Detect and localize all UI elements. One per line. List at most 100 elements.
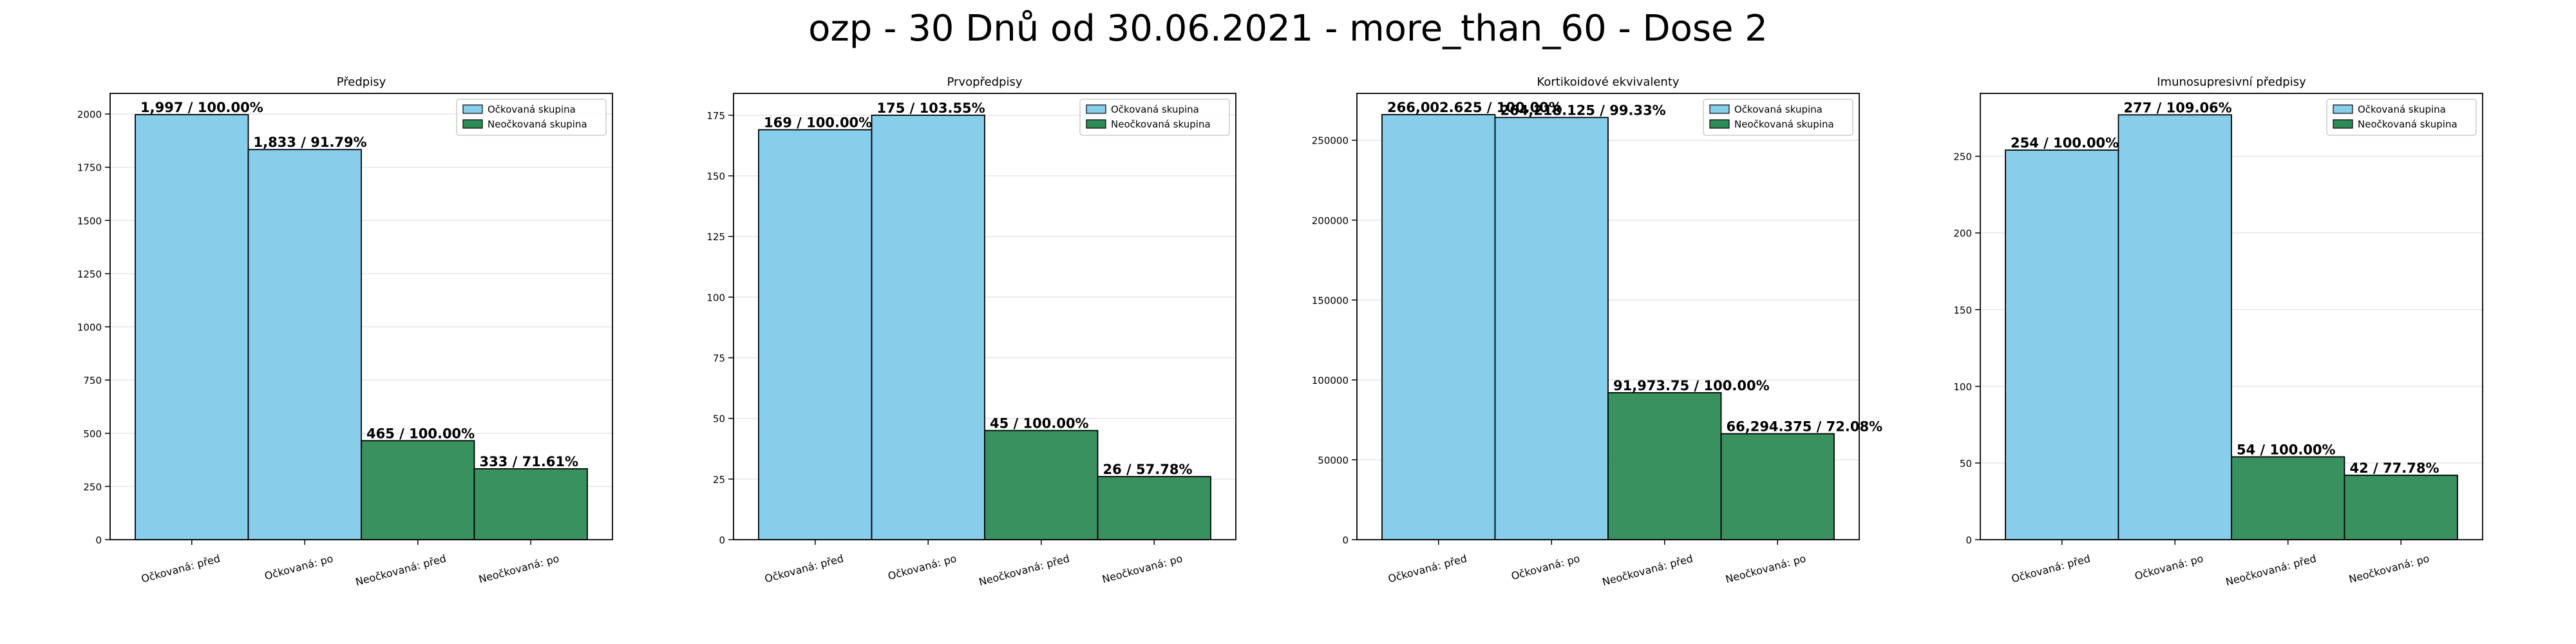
chart-1: 1,997 / 100.00% 1,833 / 91.79% 465 / 100.0…: [77, 75, 613, 589]
legend-label-unvaccinated: Neočkovaná skupina: [1111, 118, 1211, 130]
chart-title: Prvopředpisy: [947, 75, 1023, 89]
y-tick-label: 0: [1965, 535, 1972, 546]
bar: [1607, 392, 1722, 540]
legend-swatch-vaccinated: [1709, 104, 1730, 114]
y-tick-label: 750: [83, 375, 102, 386]
y-tick-label: 1750: [77, 162, 102, 174]
y-tick-label: 150000: [1312, 295, 1349, 307]
chart-4: 254 / 100.00% 277 / 109.06% 54 / 100.00% 42…: [1953, 75, 2483, 588]
x-tick-label: Neočkovaná: po: [1724, 553, 1807, 586]
bar-value-label: 264,218.125 / 99.33%: [1501, 102, 1666, 118]
bar: [2344, 475, 2458, 540]
y-tick-label: 100: [706, 292, 725, 303]
y-tick-label: 200000: [1312, 215, 1349, 227]
bar: [1097, 476, 1211, 540]
y-tick-label: 150: [706, 171, 725, 182]
bar-value-label: 45 / 100.00%: [990, 416, 1089, 431]
x-tick-label: Neočkovaná: před: [978, 553, 1071, 589]
legend-box: [456, 99, 607, 136]
y-tick-label: 2000: [77, 109, 102, 120]
axes-frame: [733, 93, 1236, 540]
legend-label-vaccinated: Očkovaná skupina: [1734, 104, 1823, 115]
bar-value-label: 1,997 / 100.00%: [140, 100, 263, 115]
y-tick-label: 200: [1953, 228, 1972, 240]
bar-value-label: 66,294.375 / 72.08%: [1727, 419, 1883, 435]
bar-value-label: 266,002.625 / 100.00%: [1387, 100, 1562, 115]
bar: [1381, 114, 1496, 540]
legend-label-unvaccinated: Neočkovaná skupina: [1734, 118, 1834, 130]
legend-box: [1079, 99, 1230, 136]
figure-title: ozp - 30 Dnů od 30.06.2021 - more_than_6…: [808, 8, 1768, 50]
y-tick-label: 250: [1953, 151, 1972, 163]
y-tick-label: 1000: [77, 322, 102, 334]
bar: [871, 114, 985, 540]
chart-2: 169 / 100.00% 175 / 103.55% 45 / 100.00% 26…: [706, 75, 1236, 588]
legend-swatch-vaccinated: [462, 104, 483, 114]
bar: [984, 430, 1099, 540]
y-tick-label: 100000: [1312, 375, 1349, 386]
legend-box: [1703, 99, 1853, 136]
bar: [2231, 456, 2345, 540]
bar: [361, 440, 475, 540]
bar-value-label: 254 / 100.00%: [2011, 135, 2119, 151]
y-tick-label: 125: [706, 231, 725, 243]
x-tick-label: Očkovaná: před: [763, 553, 845, 585]
y-tick-label: 250000: [1312, 135, 1349, 147]
chart-3: 266,002.625 / 100.00%264,218.125 / 99.33…: [1312, 75, 1882, 588]
bar-value-label: 333 / 71.61%: [480, 454, 579, 469]
y-tick-label: 75: [713, 353, 725, 365]
y-tick-label: 50: [713, 413, 725, 425]
legend-label-vaccinated: Očkovaná skupina: [2358, 104, 2446, 115]
bar: [1720, 433, 1835, 540]
bar-value-label: 465 / 100.00%: [366, 426, 475, 441]
chart-title: Kortikoidové ekvivalenty: [1537, 75, 1679, 89]
x-tick-label: Očkovaná: před: [2010, 553, 2092, 585]
bar-value-label: 26 / 57.78%: [1103, 462, 1193, 477]
bar-value-label: 175 / 103.55%: [877, 100, 985, 116]
x-tick-label: Neočkovaná: po: [1101, 553, 1184, 586]
x-tick-label: Očkovaná: po: [887, 553, 958, 583]
y-tick-label: 25: [713, 474, 725, 486]
bar: [2005, 149, 2119, 540]
y-tick-label: 50000: [1318, 455, 1349, 466]
x-tick-label: Neočkovaná: po: [2347, 553, 2430, 586]
axes-frame: [109, 93, 613, 540]
bar-value-label: 54 / 100.00%: [2237, 442, 2336, 457]
legend-swatch-unvaccinated: [2333, 119, 2353, 129]
bar: [2117, 114, 2232, 540]
x-tick-label: Neočkovaná: před: [354, 553, 448, 589]
bar: [247, 149, 362, 540]
bar-value-label: 169 / 100.00%: [764, 115, 872, 130]
legend-label-unvaccinated: Neočkovaná skupina: [2358, 118, 2458, 130]
x-tick-label: Očkovaná: po: [2134, 553, 2205, 583]
chart-title: Imunosupresivní předpisy: [2157, 75, 2306, 89]
legend-swatch-unvaccinated: [1086, 119, 1106, 129]
y-tick-label: 1250: [77, 269, 102, 280]
x-tick-label: Očkovaná: po: [263, 553, 335, 583]
bar: [758, 129, 873, 540]
y-tick-label: 1500: [77, 215, 102, 227]
y-tick-label: 0: [719, 535, 725, 546]
y-tick-label: 0: [95, 535, 102, 546]
legend-swatch-vaccinated: [2333, 104, 2353, 114]
y-tick-label: 500: [83, 428, 102, 440]
legend-label-vaccinated: Očkovaná skupina: [1111, 104, 1199, 115]
y-tick-label: 50: [1960, 458, 1972, 469]
axes-frame: [1980, 93, 2483, 540]
legend-label-vaccinated: Očkovaná skupina: [488, 104, 576, 115]
bar-value-label: 277 / 109.06%: [2124, 100, 2232, 115]
bar: [135, 114, 249, 540]
y-tick-label: 150: [1953, 305, 1972, 316]
legend-swatch-unvaccinated: [1709, 119, 1730, 129]
chart-title: Předpisy: [337, 75, 386, 89]
legend-label-unvaccinated: Neočkovaná skupina: [488, 118, 587, 130]
axes-frame: [1356, 93, 1860, 540]
bar-value-label: 42 / 77.78%: [2350, 460, 2439, 476]
bar-value-label: 1,833 / 91.79%: [254, 135, 367, 150]
bar: [473, 468, 588, 540]
legend-box: [2326, 99, 2477, 136]
legend-swatch-vaccinated: [1086, 104, 1106, 114]
x-tick-label: Očkovaná: před: [1387, 553, 1468, 585]
bar: [1494, 117, 1609, 540]
